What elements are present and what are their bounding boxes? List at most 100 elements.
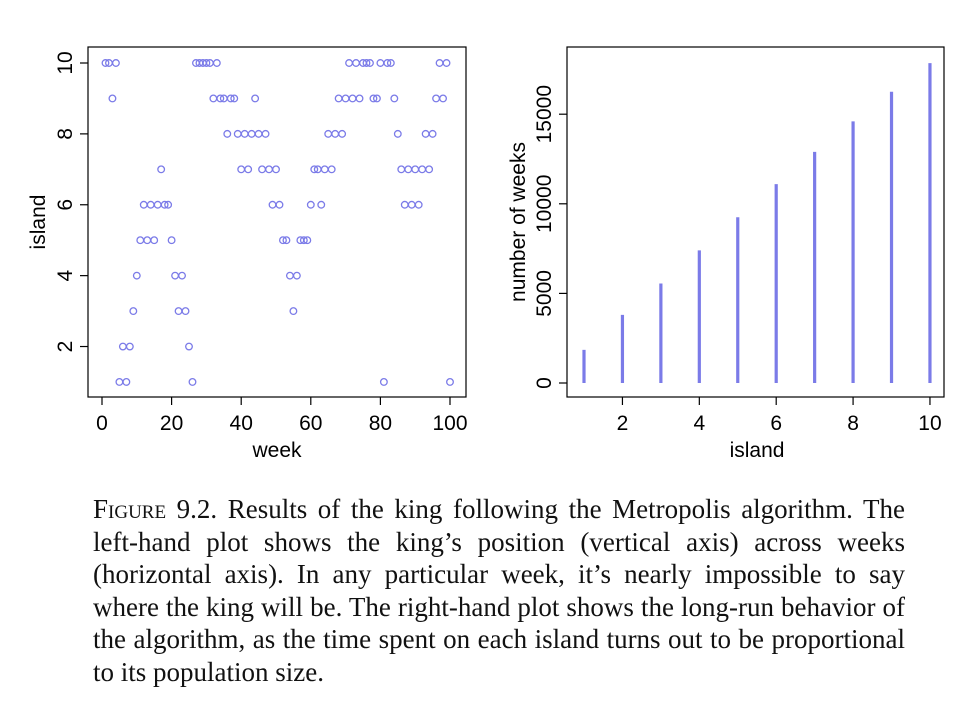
trace-point	[383, 59, 392, 67]
x-tick-label: 8	[847, 412, 859, 435]
trace-point	[338, 129, 347, 138]
trace-point	[223, 129, 232, 138]
x-tick-label: 2	[617, 412, 629, 435]
trace-point	[122, 378, 131, 386]
trace-point	[178, 271, 186, 280]
trace-point	[279, 236, 287, 245]
trace-point	[327, 165, 336, 174]
trace-point	[299, 236, 308, 245]
trace-point	[397, 165, 406, 174]
trace-point	[320, 165, 329, 174]
trace-plot-x-axis: 0 20 40 60 80 100	[96, 397, 468, 435]
island-count-plot: 2 4 6 8 10 0 5000 10000 15000 island number of …	[507, 46, 945, 462]
trace-point	[393, 129, 402, 138]
trace-point	[432, 94, 441, 103]
trace-point	[244, 165, 253, 174]
x-tick-label: 6	[770, 412, 782, 435]
trace-point	[261, 129, 270, 138]
trace-point	[146, 200, 155, 209]
trace-point	[115, 378, 124, 386]
trace-point	[157, 165, 166, 174]
trace-point	[272, 165, 280, 174]
y-tick-label: 15000	[533, 85, 556, 143]
trace-point	[390, 94, 399, 103]
trace-point	[306, 200, 315, 209]
trace-point	[282, 236, 291, 245]
trace-point	[108, 94, 117, 103]
island-count-y-label: number of weeks	[507, 142, 530, 302]
trace-point	[136, 236, 145, 245]
trace-point	[341, 94, 350, 103]
trace-plot-points	[101, 59, 454, 386]
trace-point	[139, 200, 148, 209]
trace-point	[181, 307, 190, 316]
x-tick-label: 0	[96, 412, 108, 435]
trace-point	[167, 236, 176, 245]
trace-point	[188, 378, 197, 386]
trace-point	[174, 307, 183, 316]
y-tick-label: 10	[54, 51, 77, 74]
trace-point	[209, 94, 218, 103]
trace-point	[355, 94, 364, 103]
trace-point	[289, 307, 298, 316]
trace-point	[400, 200, 409, 209]
trace-point	[362, 59, 371, 67]
y-tick-label: 6	[54, 199, 77, 211]
y-tick-label: 4	[54, 269, 77, 281]
trace-point	[251, 94, 260, 103]
trace-point	[418, 165, 427, 174]
trace-point	[407, 200, 416, 209]
trace-point	[317, 200, 326, 209]
trace-point	[171, 271, 180, 280]
trace-point	[275, 200, 284, 209]
trace-point	[376, 59, 385, 67]
trace-point	[404, 165, 413, 174]
trace-point	[303, 236, 312, 245]
figure-caption: Figure 9.2. Results of the king followin…	[93, 493, 905, 688]
figure-label: Figure 9.2.	[93, 494, 218, 524]
trace-point	[111, 59, 120, 67]
trace-point	[348, 94, 357, 103]
trace-point	[446, 378, 454, 386]
trace-point	[372, 94, 381, 103]
trace-point	[164, 200, 173, 209]
y-tick-label: 8	[54, 128, 77, 140]
trace-point	[425, 165, 434, 174]
trace-point	[240, 129, 249, 138]
x-tick-label: 4	[693, 412, 705, 435]
trace-point	[185, 342, 193, 351]
x-tick-label: 100	[432, 412, 467, 435]
trace-point	[421, 129, 430, 138]
trace-point	[153, 200, 162, 209]
trace-point	[132, 271, 141, 280]
trace-point	[331, 129, 340, 138]
island-count-x-axis: 2 4 6 8 10	[617, 397, 942, 435]
trace-point	[334, 94, 343, 103]
trace-point	[366, 59, 374, 67]
y-tick-label: 2	[54, 341, 77, 353]
trace-point	[324, 129, 333, 138]
trace-point	[230, 94, 239, 103]
trace-point	[212, 59, 221, 67]
trace-point	[258, 165, 267, 174]
trace-plot: 0 20 40 60 80 100 2 4 6 8 10 week island	[27, 46, 468, 462]
trace-point	[386, 59, 395, 67]
trace-point	[265, 165, 273, 174]
trace-point	[143, 236, 152, 245]
caption-text: Results of the king following the Metrop…	[93, 494, 905, 687]
island-count-bars	[582, 63, 932, 383]
x-tick-label: 80	[369, 412, 392, 435]
trace-point	[202, 59, 211, 67]
trace-point	[160, 200, 169, 209]
trace-plot-y-label: island	[27, 195, 50, 250]
trace-point	[254, 129, 263, 138]
x-tick-label: 20	[160, 412, 183, 435]
y-tick-label: 5000	[533, 270, 556, 317]
trace-point	[414, 200, 423, 209]
trace-point	[101, 59, 110, 67]
trace-plot-y-axis: 2 4 6 8 10	[54, 51, 88, 352]
trace-point	[435, 59, 444, 67]
trace-point	[442, 59, 451, 67]
trace-point	[268, 200, 277, 209]
x-tick-label: 60	[299, 412, 322, 435]
